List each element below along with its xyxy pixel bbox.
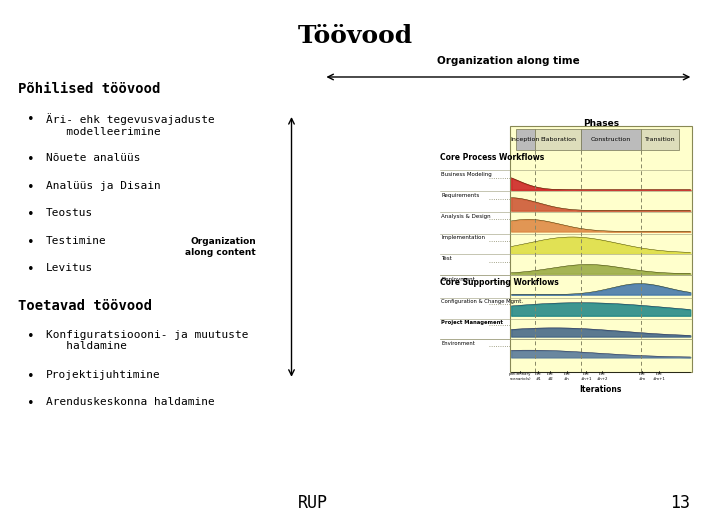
- Text: •: •: [27, 263, 35, 276]
- Text: Configuration & Change Mgmt.: Configuration & Change Mgmt.: [441, 299, 523, 304]
- Text: iter.
#2: iter. #2: [547, 372, 554, 381]
- Text: Põhilised töövood: Põhilised töövood: [18, 82, 160, 96]
- Text: •: •: [27, 397, 35, 410]
- Text: Implementation: Implementation: [441, 235, 485, 240]
- Text: 13: 13: [670, 494, 690, 512]
- Text: Äri- ehk tegevusvajaduste
   modelleerimine: Äri- ehk tegevusvajaduste modelleerimine: [46, 113, 215, 136]
- Text: •: •: [27, 153, 35, 166]
- Text: Transition: Transition: [644, 136, 675, 142]
- Text: •: •: [27, 330, 35, 342]
- FancyBboxPatch shape: [510, 126, 692, 372]
- Text: iter.
#n: iter. #n: [563, 372, 571, 381]
- Text: Levitus: Levitus: [46, 263, 93, 273]
- Text: RUP: RUP: [298, 494, 328, 512]
- FancyBboxPatch shape: [641, 129, 678, 150]
- Text: Core Supporting Workflows: Core Supporting Workflows: [440, 278, 559, 287]
- Text: Toetavad töövood: Toetavad töövood: [18, 299, 151, 313]
- Text: Projektijuhtimine: Projektijuhtimine: [46, 370, 161, 380]
- Text: Test: Test: [441, 256, 452, 261]
- Text: Analysis & Design: Analysis & Design: [441, 213, 491, 219]
- Text: Töövood: Töövood: [298, 24, 413, 48]
- Text: •: •: [27, 370, 35, 382]
- Text: Arenduskeskonna haldamine: Arenduskeskonna haldamine: [46, 397, 215, 407]
- Text: Iterations: Iterations: [579, 386, 622, 395]
- Text: •: •: [27, 208, 35, 221]
- Text: Business Modeling: Business Modeling: [441, 172, 492, 177]
- Text: •: •: [27, 113, 35, 126]
- Text: preliminary
scenario(s): preliminary scenario(s): [509, 372, 532, 381]
- Text: Inception: Inception: [510, 136, 540, 142]
- Text: Construction: Construction: [591, 136, 631, 142]
- Text: Organization
along content: Organization along content: [185, 237, 256, 256]
- Text: Teostus: Teostus: [46, 208, 93, 218]
- Text: iter.
#n+2: iter. #n+2: [597, 372, 608, 381]
- FancyBboxPatch shape: [582, 129, 641, 150]
- Text: iter.
#n+1: iter. #n+1: [581, 372, 592, 381]
- Text: Nõuete analüüs: Nõuete analüüs: [46, 153, 141, 163]
- Text: Environment: Environment: [441, 341, 475, 346]
- Text: Core Process Workflows: Core Process Workflows: [440, 152, 544, 161]
- Text: Phases: Phases: [583, 119, 619, 128]
- Text: Analüüs ja Disain: Analüüs ja Disain: [46, 181, 161, 191]
- Text: Konfiguratsioooni- ja muutuste
   haldamine: Konfiguratsioooni- ja muutuste haldamine: [46, 330, 249, 352]
- Text: Organization along time: Organization along time: [437, 56, 579, 66]
- Text: •: •: [27, 236, 35, 249]
- FancyBboxPatch shape: [516, 129, 535, 150]
- Text: iter.
#1: iter. #1: [535, 372, 542, 381]
- Text: •: •: [27, 181, 35, 193]
- Text: Deployment: Deployment: [441, 277, 475, 281]
- Text: iter.
#m: iter. #m: [638, 372, 646, 381]
- Text: Project Management: Project Management: [441, 320, 503, 325]
- Text: iter.
#m+1: iter. #m+1: [653, 372, 665, 381]
- FancyBboxPatch shape: [535, 129, 582, 150]
- Text: Elaboration: Elaboration: [540, 136, 576, 142]
- Text: Testimine: Testimine: [46, 236, 107, 246]
- Text: Requirements: Requirements: [441, 193, 479, 198]
